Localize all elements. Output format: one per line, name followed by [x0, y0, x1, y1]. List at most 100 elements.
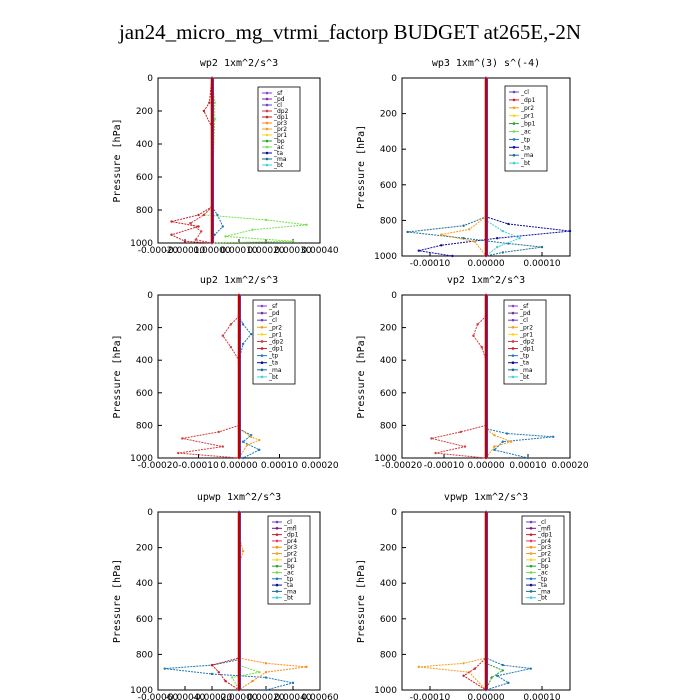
data-point	[170, 233, 173, 236]
y-tick-label: 600	[136, 173, 153, 183]
legend: _sf_pd_cl_pr2_pr1_dp2_dp1_tp_ta_ma_bt	[252, 299, 296, 385]
legend-entry: _pr2	[520, 105, 534, 112]
legend-entry: _pr1	[268, 331, 282, 338]
data-point	[213, 101, 216, 104]
data-point	[241, 342, 245, 346]
data-point	[526, 456, 530, 460]
x-tick-label: -0.00020	[382, 461, 423, 471]
legend-entry: _dp2	[273, 108, 289, 115]
y-tick-label: 0	[391, 291, 397, 301]
y-tick-label: 400	[136, 579, 153, 589]
y-tick-label: 200	[380, 324, 397, 334]
data-point	[251, 679, 254, 683]
legend-marker	[275, 539, 279, 543]
legend-marker	[265, 151, 269, 155]
data-point	[568, 229, 572, 233]
series-line-tp	[164, 512, 294, 691]
x-tick-label: -0.00010	[178, 461, 219, 471]
y-tick-label: 200	[380, 544, 397, 554]
y-tick-label: 1000	[130, 686, 153, 696]
data-point	[245, 443, 249, 447]
legend-entry: _pd	[268, 310, 280, 317]
x-tick-label: -0.00020	[138, 461, 179, 471]
legend-marker	[260, 340, 264, 343]
data-point	[170, 220, 173, 223]
legend-marker	[529, 583, 533, 587]
y-tick-label: 1000	[130, 239, 153, 249]
data-point	[241, 323, 245, 326]
chart-panel-4: vp2 1xm^2/s^3 Pressure [hPa] 0 200 400 600 800…	[356, 275, 589, 471]
legend-entry: _pr1	[537, 557, 551, 564]
data-point	[505, 432, 509, 435]
data-point	[221, 225, 224, 228]
legend-entry: _bp	[273, 138, 285, 145]
data-point	[501, 251, 504, 254]
legend-entry: _dp1	[520, 97, 536, 104]
data-point	[430, 437, 433, 440]
legend-marker	[512, 114, 516, 117]
y-tick-label: 600	[136, 389, 153, 399]
data-point	[202, 109, 206, 113]
legend-marker	[275, 558, 279, 562]
panel-title: up2 1xm^2/s^3	[200, 275, 278, 286]
x-tick-label: -0.00040	[165, 693, 206, 700]
x-tick-label: 0.00020	[551, 461, 588, 471]
legend-marker	[511, 318, 515, 322]
legend-entry: _ma	[537, 588, 551, 595]
legend-marker	[275, 533, 279, 536]
legend-entry: _ac	[520, 129, 531, 136]
legend: _sf_pd_cl_pr2_pr1_dp2_dp1_tp_ta_ma_bt	[503, 299, 547, 385]
data-point	[462, 224, 465, 227]
legend: _cl_dp1_pr2_pr1_bp1_ac_tp_ta_ma_bt	[504, 85, 548, 172]
panel-title: vpwp 1xm^2/s^3	[444, 492, 528, 503]
y-tick-label: 400	[380, 356, 397, 366]
data-point	[241, 440, 245, 443]
data-point	[231, 676, 234, 679]
data-point	[264, 676, 268, 679]
y-tick-label: 0	[147, 291, 153, 301]
legend: _cl_mfl_dp1_pr4_pr3_pr2_pr1_bp_ac_tp_ta_…	[521, 515, 565, 605]
x-tick-label: 0.00010	[523, 259, 560, 269]
legend-entry: _pr2	[268, 324, 282, 331]
data-point	[417, 249, 420, 252]
x-tick-label: -0.00010	[410, 693, 451, 700]
x-tick-label: 0.00040	[301, 246, 338, 256]
legend-marker	[260, 333, 264, 336]
legend-marker	[265, 139, 269, 143]
legend-entry: _mfl	[283, 525, 297, 532]
legend-marker	[265, 127, 269, 131]
x-tick-label: 0.00020	[247, 693, 284, 700]
data-point	[507, 681, 510, 685]
legend: _sf_pd_cl_dp2_dp1_pr3_pr2_pr1_bp_ac_ta_m…	[257, 86, 301, 172]
legend-entry: _pd	[519, 310, 531, 317]
data-point	[249, 435, 253, 439]
legend-entry: _tp	[520, 136, 530, 143]
legend-marker	[265, 91, 269, 95]
x-tick-label: -0.00010	[165, 246, 206, 256]
data-point	[440, 244, 443, 247]
legend-marker	[275, 564, 279, 568]
y-tick-label: 600	[380, 615, 397, 625]
legend-marker	[265, 133, 269, 137]
legend-entry: _ta	[283, 582, 293, 589]
data-point	[216, 213, 219, 217]
legend-marker	[512, 153, 516, 157]
y-tick-label: 1000	[374, 454, 397, 464]
legend-marker	[512, 138, 516, 141]
data-point	[163, 667, 166, 670]
chart-panel-1: wp2 1xm^2/s^3 Pressure [hPa] 0 200 400 600 800…	[112, 58, 339, 256]
legend-entry: _cl	[268, 317, 277, 324]
legend-entry: _cl	[537, 519, 546, 526]
legend-marker	[260, 375, 264, 379]
data-point	[202, 213, 206, 217]
data-point	[258, 448, 261, 452]
legend-entry: _ma	[519, 367, 533, 374]
legend-marker	[260, 325, 264, 329]
legend-entry: _bp1	[520, 121, 536, 128]
data-point	[501, 440, 504, 443]
data-point	[213, 118, 216, 121]
y-tick-label: 200	[136, 324, 153, 334]
legend-entry: _ma	[273, 156, 287, 163]
data-point	[440, 233, 443, 236]
legend-marker	[260, 347, 264, 350]
